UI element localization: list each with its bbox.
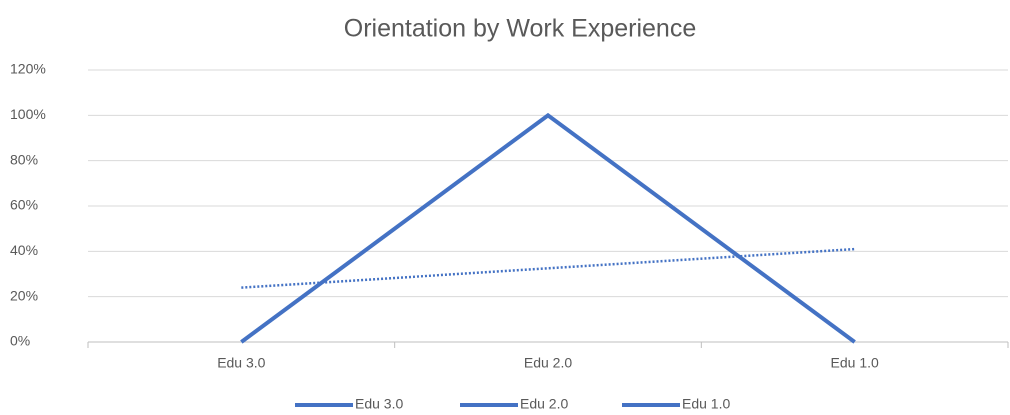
y-tick-label: 120% bbox=[10, 61, 46, 77]
trendline bbox=[241, 247, 855, 289]
data-line bbox=[240, 112, 856, 344]
x-tick-label: Edu 2.0 bbox=[524, 355, 572, 371]
legend-label: Edu 3.0 bbox=[355, 396, 403, 412]
y-tick-label: 20% bbox=[10, 287, 38, 303]
y-tick-label: 0% bbox=[10, 333, 30, 349]
x-tick-label: Edu 1.0 bbox=[831, 355, 879, 371]
y-tick-label: 80% bbox=[10, 151, 38, 167]
y-tick-label: 100% bbox=[10, 106, 46, 122]
x-tick-label: Edu 3.0 bbox=[217, 355, 265, 371]
chart-title: Orientation by Work Experience bbox=[344, 15, 696, 43]
legend-label: Edu 1.0 bbox=[682, 396, 730, 412]
y-tick-label: 40% bbox=[10, 242, 38, 258]
y-tick-label: 60% bbox=[10, 197, 38, 213]
legend-label: Edu 2.0 bbox=[520, 396, 568, 412]
